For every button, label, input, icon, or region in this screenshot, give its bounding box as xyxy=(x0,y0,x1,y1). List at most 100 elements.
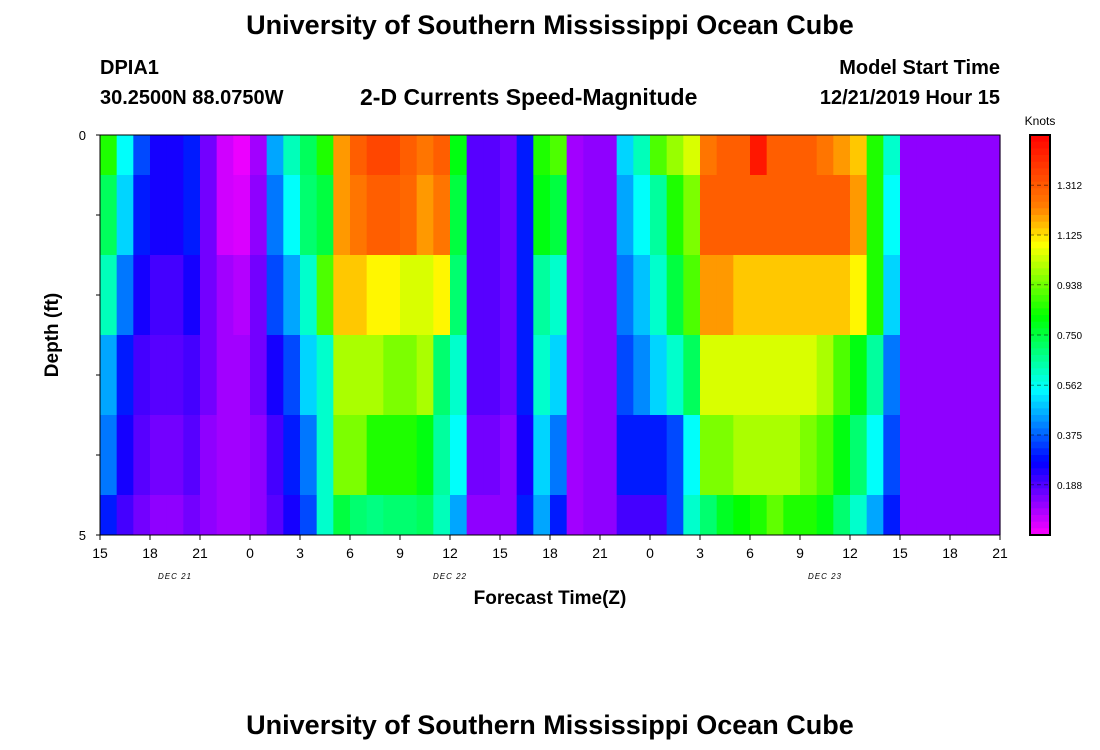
heatmap-cell xyxy=(866,135,884,175)
heatmap-cell xyxy=(800,495,818,535)
heatmap-cell xyxy=(850,255,868,335)
colorbar-segment xyxy=(1030,261,1050,269)
heatmap-cell xyxy=(100,335,118,415)
heatmap-cell xyxy=(700,175,718,255)
heatmap-cell xyxy=(333,175,351,255)
heatmap-cell xyxy=(450,335,468,415)
heatmap-cell xyxy=(650,175,668,255)
heatmap-cell xyxy=(450,495,468,535)
x-tick-label: 15 xyxy=(92,545,108,561)
heatmap-cell xyxy=(766,495,784,535)
heatmap-cell xyxy=(650,335,668,415)
heatmap-cell xyxy=(216,415,234,495)
colorbar-segment xyxy=(1030,201,1050,209)
heatmap-cell xyxy=(716,415,734,495)
heatmap-cell xyxy=(866,175,884,255)
heatmap-cell xyxy=(466,335,484,415)
heatmap-cell xyxy=(300,335,318,415)
heatmap-cell xyxy=(716,175,734,255)
heatmap-cell xyxy=(750,495,768,535)
heatmap-cell xyxy=(150,255,168,335)
heatmap-cell xyxy=(833,135,851,175)
heatmap-cell xyxy=(800,415,818,495)
heatmap-cell xyxy=(350,255,368,335)
heatmap-cell xyxy=(133,175,151,255)
heatmap-cell xyxy=(833,415,851,495)
x-tick-label: 6 xyxy=(746,545,754,561)
heatmap-cell xyxy=(316,175,334,255)
heatmap-cell xyxy=(416,135,434,175)
colorbar-segment xyxy=(1030,275,1050,283)
heatmap-cell xyxy=(916,335,934,415)
heatmap-cell xyxy=(450,415,468,495)
chart-subtitle: 2-D Currents Speed-Magnitude xyxy=(360,84,698,110)
heatmap-cell xyxy=(166,175,184,255)
heatmap-cell xyxy=(500,255,518,335)
heatmap-cell xyxy=(316,415,334,495)
heatmap-cell xyxy=(766,415,784,495)
heatmap-cell xyxy=(583,415,601,495)
x-tick-label: 12 xyxy=(442,545,458,561)
colorbar-segment xyxy=(1030,501,1050,509)
heatmap-cell xyxy=(200,495,218,535)
heatmap-cell xyxy=(300,175,318,255)
heatmap-cell xyxy=(466,255,484,335)
heatmap-cell xyxy=(233,415,251,495)
heatmap-cell xyxy=(700,135,718,175)
heatmap-cell xyxy=(300,495,318,535)
heatmap-cell xyxy=(116,415,134,495)
heatmap-cell xyxy=(250,255,268,335)
heatmap-cell xyxy=(900,495,918,535)
heatmap-cell xyxy=(600,175,618,255)
heatmap-cell xyxy=(483,415,501,495)
heatmap-cell xyxy=(383,415,401,495)
heatmap-cell xyxy=(383,255,401,335)
colorbar-segment xyxy=(1030,355,1050,363)
heatmap-cell xyxy=(716,495,734,535)
heatmap-cell xyxy=(933,495,951,535)
colorbar-segment xyxy=(1030,135,1050,143)
heatmap-cell xyxy=(150,135,168,175)
heatmap-cell xyxy=(783,175,801,255)
heatmap-cell xyxy=(483,495,501,535)
colorbar-segment xyxy=(1030,475,1050,483)
heatmap-cell xyxy=(383,135,401,175)
heatmap-cell xyxy=(550,255,568,335)
colorbar-segment xyxy=(1030,241,1050,249)
colorbar-segment xyxy=(1030,141,1050,149)
heatmap-cell xyxy=(566,135,584,175)
heatmap-cell xyxy=(816,175,834,255)
heatmap-cell xyxy=(666,255,684,335)
colorbar-segment xyxy=(1030,155,1050,163)
heatmap-cell xyxy=(983,135,1001,175)
station-coords: 30.2500N 88.0750W xyxy=(100,87,284,109)
heatmap-cell xyxy=(350,175,368,255)
heatmap-cell xyxy=(783,255,801,335)
heatmap-cell xyxy=(483,135,501,175)
heatmap-cell xyxy=(266,175,284,255)
heatmap-cell xyxy=(866,415,884,495)
heatmap-cell xyxy=(600,255,618,335)
heatmap-cell xyxy=(233,135,251,175)
heatmap-cell xyxy=(500,135,518,175)
heatmap-cell xyxy=(550,495,568,535)
x-tick-label: 21 xyxy=(992,545,1008,561)
heatmap-cell xyxy=(450,255,468,335)
heatmap-cell xyxy=(116,335,134,415)
heatmap-cell xyxy=(816,255,834,335)
heatmap-cell xyxy=(650,415,668,495)
colorbar-segment xyxy=(1030,308,1050,316)
heatmap-cell xyxy=(383,175,401,255)
heatmap-cell xyxy=(300,255,318,335)
heatmap-cell xyxy=(816,415,834,495)
x-tick-label: 9 xyxy=(396,545,404,561)
heatmap-cell xyxy=(350,495,368,535)
station-id: DPIA1 xyxy=(100,57,159,79)
colorbar-segment xyxy=(1030,301,1050,309)
colorbar-segment xyxy=(1030,335,1050,343)
model-start-value: 12/21/2019 Hour 15 xyxy=(819,87,1000,109)
x-tick-label: 12 xyxy=(842,545,858,561)
heatmap-cell xyxy=(583,175,601,255)
heatmap-cell xyxy=(883,335,901,415)
heatmap-cell xyxy=(983,415,1001,495)
